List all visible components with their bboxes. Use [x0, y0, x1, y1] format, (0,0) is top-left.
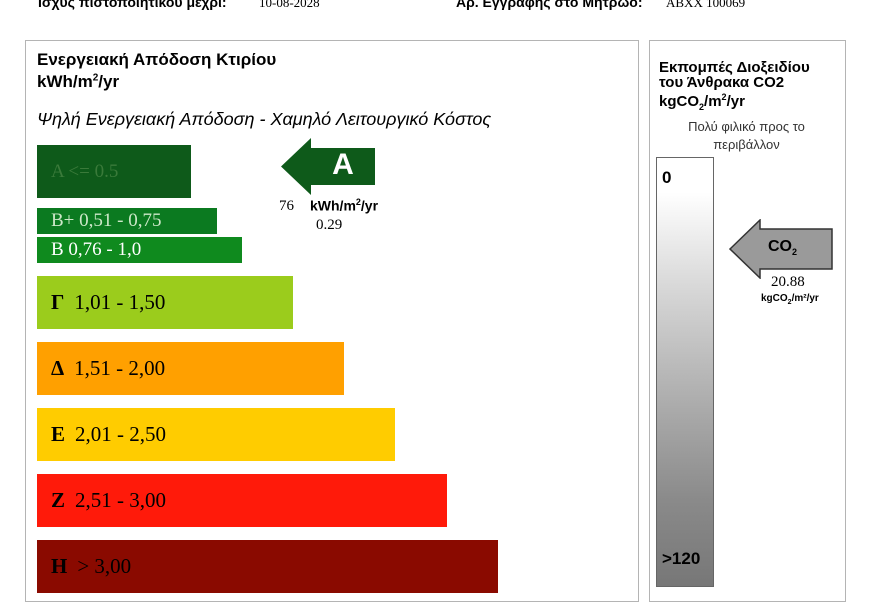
band-b-label: B 0,76 - 1,0: [51, 239, 142, 260]
co2-value: 20.88: [771, 274, 805, 290]
band-eta-range: > 3,00: [77, 554, 132, 578]
band-b: B 0,76 - 1,0: [37, 237, 242, 263]
energy-unit: kWh/m2/yr: [37, 72, 120, 91]
rating-arrow-shape: [281, 138, 375, 195]
band-eta-letter: Η: [51, 554, 68, 578]
energy-title: Ενεργειακή Απόδοση Κτιρίου: [37, 50, 277, 69]
validity-label: Ισχύς πιστοποιητικού μέχρι:: [38, 0, 227, 10]
band-epsilon-letter: Ε: [51, 422, 66, 446]
band-delta-range: 1,51 - 2,00: [74, 356, 166, 380]
band-zeta: Ζ 2,51 - 3,00: [37, 474, 447, 527]
band-epsilon-range: 2,01 - 2,50: [75, 422, 167, 446]
band-eta: Η > 3,00: [37, 540, 498, 593]
validity-value: 10-08-2028: [259, 0, 320, 10]
rating-unit: kWh/m2/yr: [310, 197, 379, 214]
band-epsilon: Ε 2,01 - 2,50: [37, 408, 395, 461]
band-bplus: B+ 0,51 - 0,75: [37, 208, 217, 234]
band-gamma-range: 1,01 - 1,50: [74, 290, 166, 314]
registry-label: Αρ. Εγγραφής στο Μητρώο:: [456, 0, 643, 10]
band-gamma: Γ 1,01 - 1,50: [37, 276, 293, 329]
rating-ratio: 0.29: [316, 217, 343, 233]
band-bplus-label: B+ 0,51 - 0,75: [51, 210, 162, 231]
band-delta: Δ 1,51 - 2,00: [37, 342, 344, 395]
co2-arrow: [729, 219, 833, 279]
co2-title: Εκπομπές Διοξειδίου του Άνθρακα CO2 kgCO…: [659, 60, 810, 115]
co2-scale-bottom: >120: [662, 549, 701, 568]
co2-arrow-shape: [729, 219, 833, 279]
energy-subtitle: Ψηλή Ενεργειακή Απόδοση - Χαμηλό Λειτουρ…: [37, 109, 492, 129]
band-a: A <= 0.5: [37, 145, 191, 198]
band-zeta-letter: Ζ: [51, 488, 66, 512]
registry-value: ABXX 100069: [666, 0, 746, 10]
band-delta-letter: Δ: [51, 356, 65, 380]
co2-arrow-label: CO2: [768, 238, 798, 258]
co2-title-line1: Εκπομπές Διοξειδίου: [659, 59, 810, 76]
rating-letter: A: [332, 148, 354, 181]
co2-scale-bar: [656, 157, 714, 587]
co2-scale-top: 0: [662, 168, 672, 187]
band-zeta-range: 2,51 - 3,00: [75, 488, 167, 512]
band-gamma-letter: Γ: [51, 290, 65, 314]
co2-friendly-text: Πολύ φιλικό προς το περιβάλλον: [688, 119, 805, 152]
co2-value-unit: kgCO2/m²/yr: [761, 293, 819, 306]
band-a-label: A <= 0.5: [51, 160, 119, 182]
rating-arrow: [281, 138, 375, 195]
rating-value: 76: [279, 198, 294, 214]
co2-title-unit: kgCO2/m2/yr: [659, 92, 745, 112]
co2-title-line2: του Άνθρακα CO2: [659, 74, 785, 91]
